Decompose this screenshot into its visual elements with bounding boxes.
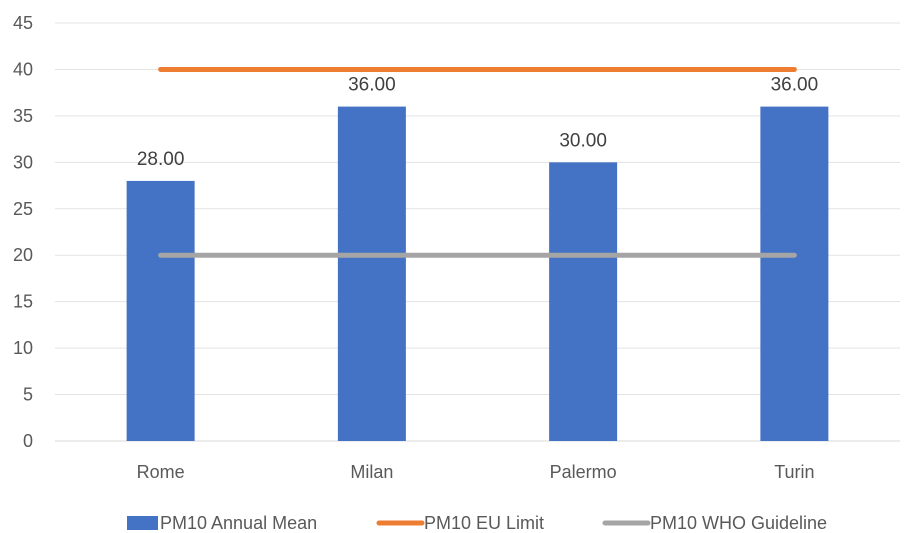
y-tick-label: 30: [13, 152, 33, 172]
bar: [549, 162, 618, 442]
x-category-label: Milan: [350, 462, 393, 482]
legend-label: PM10 WHO Guideline: [650, 513, 827, 533]
legend-swatch: [127, 516, 158, 530]
x-category-label: Turin: [774, 462, 814, 482]
y-tick-label: 0: [23, 431, 33, 451]
data-label: 28.00: [137, 149, 185, 170]
y-tick-label: 45: [13, 13, 33, 33]
line-series: [158, 66, 797, 258]
bar: [760, 106, 829, 441]
data-label: 30.00: [559, 130, 607, 151]
y-tick-label: 15: [13, 292, 33, 312]
data-labels: 28.00 36.00 30.00 36.00: [137, 75, 818, 170]
x-axis-categories: Rome Milan Palermo Turin: [137, 462, 815, 482]
x-category-label: Rome: [137, 462, 185, 482]
y-tick-label: 25: [13, 199, 33, 219]
y-tick-label: 35: [13, 106, 33, 126]
bar-series: [126, 106, 829, 442]
x-category-label: Palermo: [550, 462, 617, 482]
data-label: 36.00: [348, 75, 396, 96]
legend-label: PM10 Annual Mean: [160, 513, 317, 533]
legend-label: PM10 EU Limit: [424, 513, 544, 533]
legend: PM10 Annual Mean PM10 EU Limit PM10 WHO Gu…: [127, 513, 827, 533]
data-label: 36.00: [771, 75, 819, 96]
y-axis-ticks: 0 5 10 15 20 25 30 35 40 45: [13, 13, 33, 451]
bar: [126, 180, 195, 441]
y-tick-label: 40: [13, 59, 33, 79]
y-tick-label: 10: [13, 338, 33, 358]
bar: [337, 106, 406, 441]
y-tick-label: 5: [23, 385, 33, 405]
y-tick-label: 20: [13, 245, 33, 265]
